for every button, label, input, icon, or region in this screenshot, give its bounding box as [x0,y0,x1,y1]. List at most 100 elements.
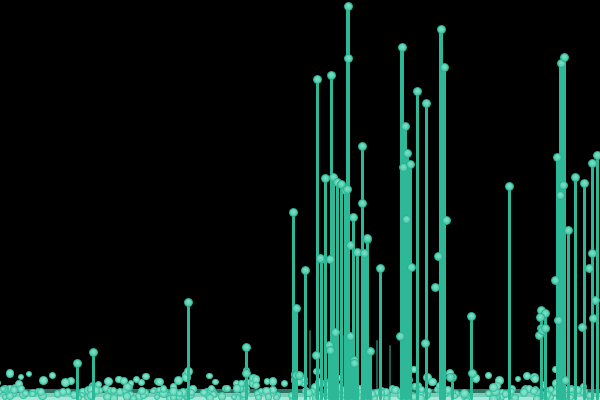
spike-top-marker [397,42,407,52]
stem-line [424,103,428,400]
data-point-marker [406,262,416,272]
data-point-marker [325,345,335,355]
noise-dot [5,369,15,378]
data-point-marker [558,180,568,190]
stem-line [507,186,511,400]
noise-dot [5,391,14,400]
noise-dot [212,378,219,386]
noise-dot [264,393,273,400]
stem-line [315,79,319,400]
stem-line [362,253,366,400]
stem-line [351,217,355,400]
noise-dot [29,390,36,398]
noise-dot [36,387,45,396]
stem-line [352,360,356,400]
data-point-marker [325,254,335,264]
stem-line [294,308,298,400]
stem-line [405,153,409,400]
data-point-marker [345,240,355,250]
spike-top-marker [579,178,589,188]
data-point-marker [395,331,405,341]
spike-top-marker [400,121,410,131]
noise-dot [428,377,437,387]
stem-line [333,332,337,400]
noise-dot [206,394,214,400]
noise-dot [224,385,231,392]
spike-top-marker [570,172,580,182]
stem-line [327,345,331,400]
noise-dot [314,377,324,387]
stem-line [469,316,473,400]
spike-top-marker [436,24,446,34]
noise-dot [122,391,132,400]
stem-line [378,268,382,400]
noise-dot [519,388,528,397]
noise-dot [238,380,245,387]
data-point-marker [590,295,600,305]
faint-stem-line [342,335,344,400]
data-point-marker [311,350,321,360]
stem-line [582,183,586,400]
data-point-marker [441,215,451,225]
noise-dot [138,379,146,387]
data-point-marker [560,375,570,385]
noise-dot [155,377,164,386]
spike-top-marker [326,70,336,80]
noise-dot [123,382,133,392]
stem-line [186,302,190,400]
data-point-marker [430,282,440,292]
noise-dot [230,394,238,400]
data-point-marker [357,198,367,208]
noise-dot [485,371,492,379]
data-point-marker [584,263,594,273]
stem-line [450,377,454,400]
faint-stem-line [389,345,391,400]
stem-line [595,155,599,400]
noise-dot [488,383,498,392]
noise-dot [58,387,68,397]
data-point-marker [401,214,411,224]
stem-line [408,164,412,400]
noise-dot [522,371,532,381]
spike-top-marker [421,98,431,108]
data-point-marker [343,53,353,63]
noise-dot [129,394,138,400]
spike-top-marker [365,346,375,356]
noise-dot [208,385,215,393]
spike-top-marker [587,158,597,168]
spike-top-marker [375,263,385,273]
spike-top-marker [504,181,514,191]
noise-dot [460,388,470,398]
noise-dot [206,372,213,379]
spike-top-marker [72,358,82,368]
spike-top-marker [466,311,476,321]
data-point-marker [433,251,443,261]
spike-top-marker [552,152,562,162]
noise-dot [510,393,519,400]
noise-dot [137,386,146,396]
stem-line [566,230,570,400]
noise-dot [18,374,25,381]
stem-line [403,126,407,400]
stem-line [442,67,446,400]
spike-top-marker [348,212,358,222]
noise-dot [103,377,113,387]
faint-stem-line [309,330,311,400]
noise-dot [22,389,30,397]
data-point-marker [342,184,352,194]
spike-top-marker [288,207,298,217]
stem-line [573,177,577,400]
noise-dot [273,394,281,400]
stem-line [346,6,350,400]
data-point-marker [349,358,359,368]
noise-dot [200,388,208,397]
noise-dot [49,372,57,380]
spike-top-marker [559,52,569,62]
stem-line [303,270,307,400]
data-point-marker [241,368,251,378]
data-point-marker [587,248,597,258]
noise-dot [142,372,150,381]
stem-line [331,177,335,400]
stem-line [335,182,339,400]
baseline-band [0,397,600,400]
